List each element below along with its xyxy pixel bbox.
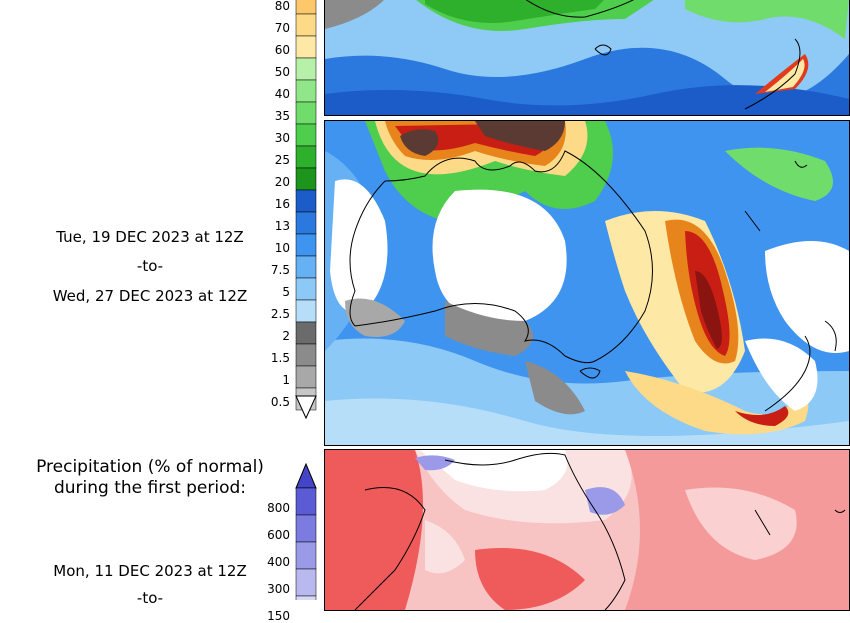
colorbar-swatch bbox=[295, 343, 317, 367]
percent-colorbar-tick-label: 600 bbox=[267, 528, 290, 542]
percent-normal-map-period-1 bbox=[324, 449, 850, 611]
percent-colorbar-swatch bbox=[295, 595, 317, 600]
colorbar-swatch bbox=[295, 0, 317, 15]
colorbar-tick-label: 25 bbox=[274, 153, 290, 167]
period2-start-text: Tue, 19 DEC 2023 at 12Z bbox=[56, 228, 244, 246]
coastline-bottom bbox=[354, 452, 846, 610]
colorbar-swatch bbox=[295, 365, 317, 389]
colorbar-tick-label: 0.5 bbox=[270, 395, 290, 409]
precip-totals-colorbar-svg bbox=[295, 0, 317, 420]
colorbar-tick-label: 7.5 bbox=[270, 263, 290, 277]
percent-normal-title-line1: Precipitation (% of normal) bbox=[36, 457, 264, 477]
colorbar-lower-arrow bbox=[295, 395, 317, 420]
precip-totals-map-period-2-svg bbox=[325, 121, 849, 445]
colorbar-swatch bbox=[295, 145, 317, 169]
colorbar-tick-label: 50 bbox=[274, 65, 290, 79]
colorbar-swatch bbox=[295, 57, 317, 81]
percent-colorbar-swatch bbox=[295, 487, 317, 516]
period2-end-text: Wed, 27 DEC 2023 at 12Z bbox=[52, 287, 248, 305]
colorbar-tick-label: 70 bbox=[274, 21, 290, 35]
percent-colorbar-tick-label: 150 bbox=[267, 609, 290, 623]
percent-colorbar-tick-label: 300 bbox=[267, 582, 290, 596]
colorbar-tick-label: 2 bbox=[282, 329, 290, 343]
colorbar-swatch bbox=[295, 321, 317, 345]
colorbar-tick-label: 35 bbox=[274, 109, 290, 123]
colorbar-tick-label: 20 bbox=[274, 175, 290, 189]
colorbar-tick-label: 2.5 bbox=[270, 307, 290, 321]
precip-totals-map-period-2 bbox=[324, 120, 850, 446]
colorbar-swatch bbox=[295, 79, 317, 103]
percent-colorbar-swatch bbox=[295, 514, 317, 543]
colorbar-swatch bbox=[295, 123, 317, 147]
precip-totals-map-period-1 bbox=[324, 0, 850, 116]
precip-totals-colorbar bbox=[295, 0, 317, 420]
colorbar-tick-label: 1 bbox=[282, 373, 290, 387]
percent-normal-map-period-1-svg bbox=[325, 450, 849, 610]
colorbar-swatch bbox=[295, 167, 317, 191]
period1-start-text: Mon, 11 DEC 2023 at 12Z bbox=[53, 562, 247, 580]
precip-totals-map-period-1-svg bbox=[325, 0, 849, 115]
percent-normal-colorbar bbox=[295, 462, 317, 600]
colorbar-tick-label: 60 bbox=[274, 43, 290, 57]
percent-normal-colorbar-svg bbox=[295, 462, 317, 600]
percent-colorbar-tick-label: 400 bbox=[267, 555, 290, 569]
percent-colorbar-upper-arrow bbox=[295, 462, 317, 489]
colorbar-tick-label: 40 bbox=[274, 87, 290, 101]
colorbar-swatch bbox=[295, 101, 317, 125]
colorbar-tick-label: 1.5 bbox=[270, 351, 290, 365]
colorbar-tick-label: 30 bbox=[274, 131, 290, 145]
colorbar-tick-label: 80 bbox=[274, 0, 290, 13]
colorbar-tick-label: 10 bbox=[274, 241, 290, 255]
coastline-top bbox=[525, 0, 801, 110]
colorbar-tick-label: 16 bbox=[274, 197, 290, 211]
period1-separator-text: -to- bbox=[136, 589, 164, 607]
colorbar-swatch bbox=[295, 13, 317, 37]
period2-separator-text: -to- bbox=[136, 257, 164, 275]
colorbar-tick-label: 13 bbox=[274, 219, 290, 233]
percent-normal-title-line2: during the first period: bbox=[53, 478, 247, 498]
colorbar-tick-label: 5 bbox=[282, 285, 290, 299]
colorbar-swatch bbox=[295, 189, 317, 213]
colorbar-swatch bbox=[295, 35, 317, 59]
percent-colorbar-tick-label: 800 bbox=[267, 501, 290, 515]
coastline-middle bbox=[349, 150, 837, 412]
